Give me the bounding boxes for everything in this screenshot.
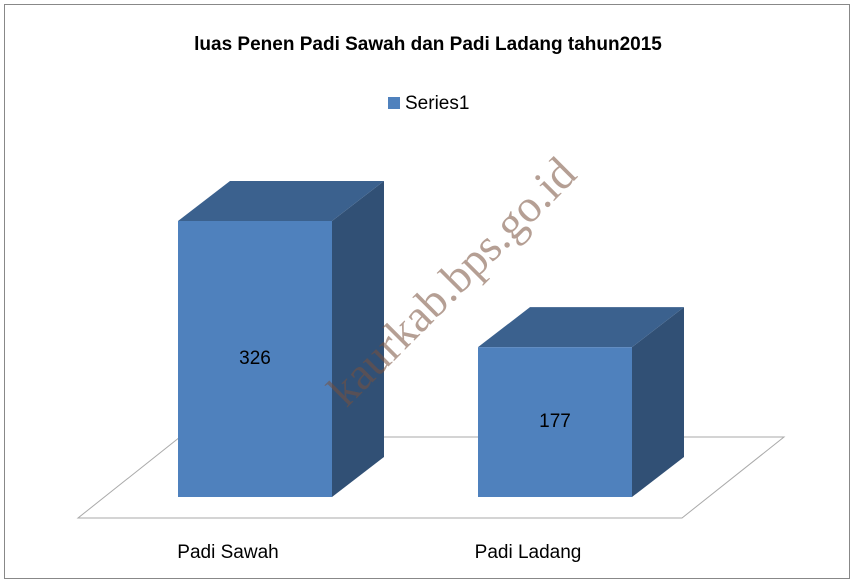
bar-top [178, 181, 384, 221]
data-label: 326 [239, 348, 271, 369]
bar-side [632, 307, 684, 497]
bar [478, 347, 632, 497]
legend-swatch [388, 97, 400, 109]
bar-top [478, 307, 684, 348]
bar [178, 221, 332, 497]
bar-side [332, 181, 384, 497]
legend-label: Series1 [405, 93, 469, 114]
legend: Series1 [388, 93, 469, 114]
chart-title: luas Penen Padi Sawah dan Padi Ladang ta… [194, 34, 662, 55]
x-tick-label: Padi Sawah [177, 542, 278, 563]
x-tick-label: Padi Ladang [475, 542, 582, 563]
bars: 326 177 [178, 181, 684, 497]
data-label: 177 [539, 411, 571, 432]
